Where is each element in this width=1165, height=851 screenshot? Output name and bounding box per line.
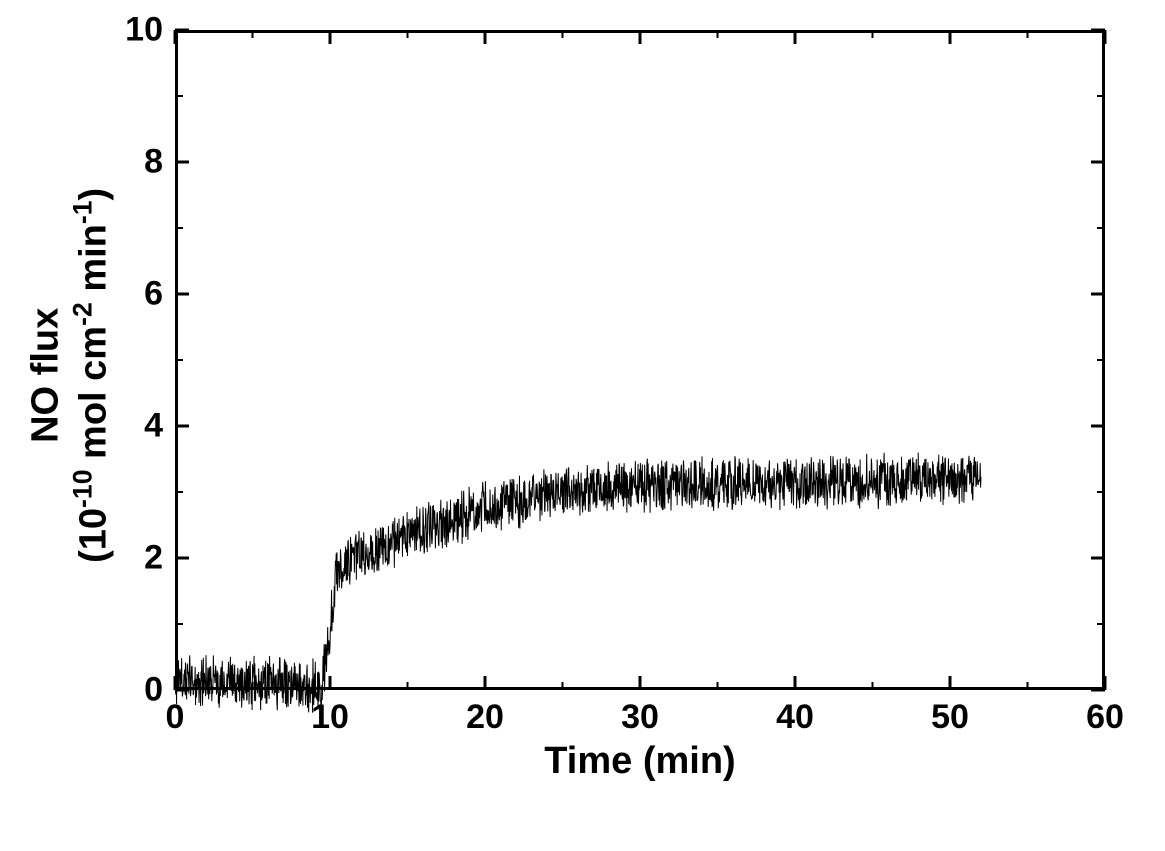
y-tick-label: 8	[103, 143, 163, 182]
y-tick-label: 0	[103, 671, 163, 710]
x-tick-label: 40	[776, 698, 814, 737]
x-tick-label: 60	[1086, 698, 1124, 737]
x-tick-label: 20	[466, 698, 504, 737]
y-tick-label: 2	[103, 539, 163, 578]
x-tick-label: 10	[311, 698, 349, 737]
ticks-group	[175, 30, 1105, 690]
y-tick-label: 10	[103, 11, 163, 50]
x-tick-label: 50	[931, 698, 969, 737]
x-tick-label: 30	[621, 698, 659, 737]
y-tick-label: 6	[103, 275, 163, 314]
x-tick-label: 0	[166, 698, 185, 737]
chart-container: NO flux (10-10 mol cm-2 min-1) Time (min…	[0, 0, 1165, 851]
y-tick-label: 4	[103, 407, 163, 446]
x-axis-label: Time (min)	[175, 740, 1105, 783]
no-flux-trace	[175, 453, 981, 713]
